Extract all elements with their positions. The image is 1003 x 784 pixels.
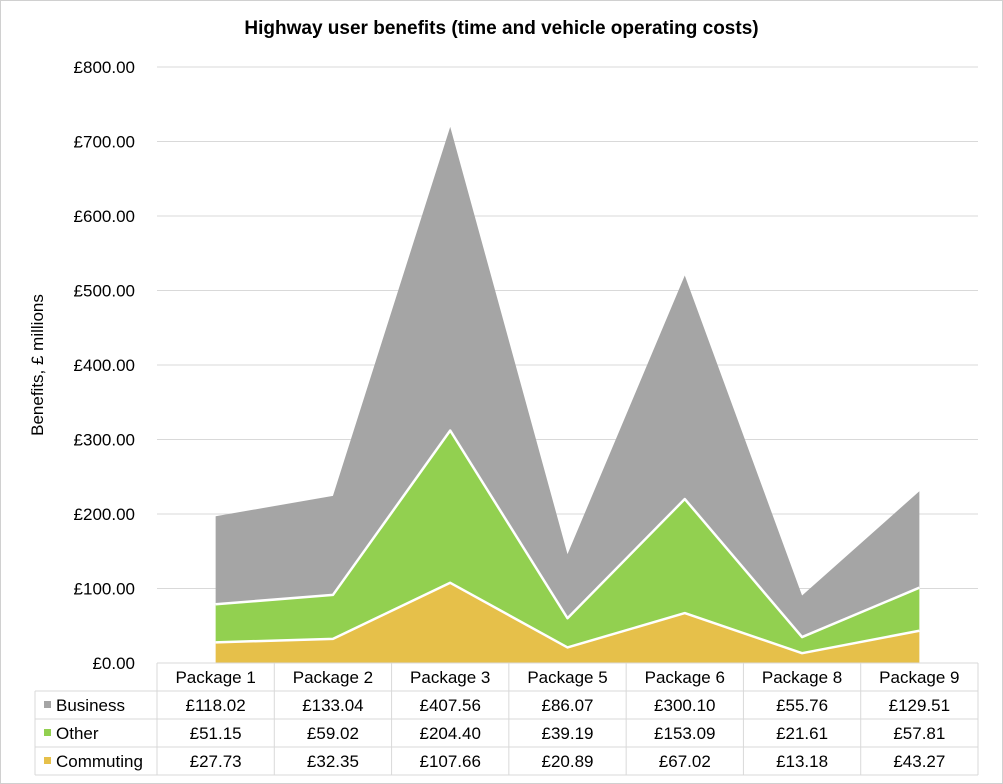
area-business [215, 126, 920, 638]
x-category-label: Package 6 [645, 668, 725, 687]
data-label: £32.35 [307, 752, 359, 771]
data-label: £55.76 [776, 696, 828, 715]
data-label: £107.66 [419, 752, 480, 771]
series-areas [215, 126, 920, 663]
data-label: £39.19 [542, 724, 594, 743]
y-tick-label: £700.00 [74, 133, 135, 152]
data-label: £43.27 [893, 752, 945, 771]
area-other [215, 430, 920, 654]
x-category-label: Package 8 [762, 668, 842, 687]
data-label: £27.73 [190, 752, 242, 771]
data-label: £20.89 [542, 752, 594, 771]
y-tick-label: £300.00 [74, 431, 135, 450]
x-category-label: Package 5 [527, 668, 607, 687]
data-label: £21.61 [776, 724, 828, 743]
data-label: £57.81 [893, 724, 945, 743]
data-label: £67.02 [659, 752, 711, 771]
data-label: £300.10 [654, 696, 715, 715]
data-label: £153.09 [654, 724, 715, 743]
y-tick-label: £800.00 [74, 58, 135, 77]
chart-title: Highway user benefits (time and vehicle … [244, 18, 759, 39]
legend-key-business [44, 701, 51, 708]
x-category-label: Package 3 [410, 668, 490, 687]
data-label: £133.04 [302, 696, 363, 715]
data-label: £59.02 [307, 724, 359, 743]
y-tick-label: £0.00 [92, 654, 135, 673]
area-commuting [215, 582, 920, 663]
boundary-commuting [215, 581, 920, 655]
data-label: £86.07 [542, 696, 594, 715]
data-table: Package 1 Package 2 Package 3 Package 5 Pack… [34, 662, 979, 776]
legend-key-other [44, 729, 51, 736]
data-label: £51.15 [190, 724, 242, 743]
y-tick-label: £200.00 [74, 505, 135, 524]
x-category-label: Package 1 [175, 668, 255, 687]
legend-key-commuting [44, 757, 51, 764]
data-label: £118.02 [186, 696, 246, 715]
data-label: £204.40 [419, 724, 480, 743]
y-tick-labels: £0.00 £100.00 £200.00 £300.00 £400.00 £500.00… [74, 58, 135, 673]
data-label: £13.18 [776, 752, 828, 771]
data-label: £129.51 [889, 696, 950, 715]
legend-label: Business [56, 696, 125, 715]
legend-label: Commuting [56, 752, 143, 771]
y-tick-label: £600.00 [74, 207, 135, 226]
data-label: £407.56 [419, 696, 480, 715]
x-category-label: Package 2 [293, 668, 373, 687]
legend-label: Other [56, 724, 99, 743]
y-tick-label: £400.00 [74, 356, 135, 375]
x-category-label: Package 9 [879, 668, 959, 687]
y-tick-label: £100.00 [74, 580, 135, 599]
boundary-other [215, 429, 920, 639]
y-tick-label: £500.00 [74, 282, 135, 301]
